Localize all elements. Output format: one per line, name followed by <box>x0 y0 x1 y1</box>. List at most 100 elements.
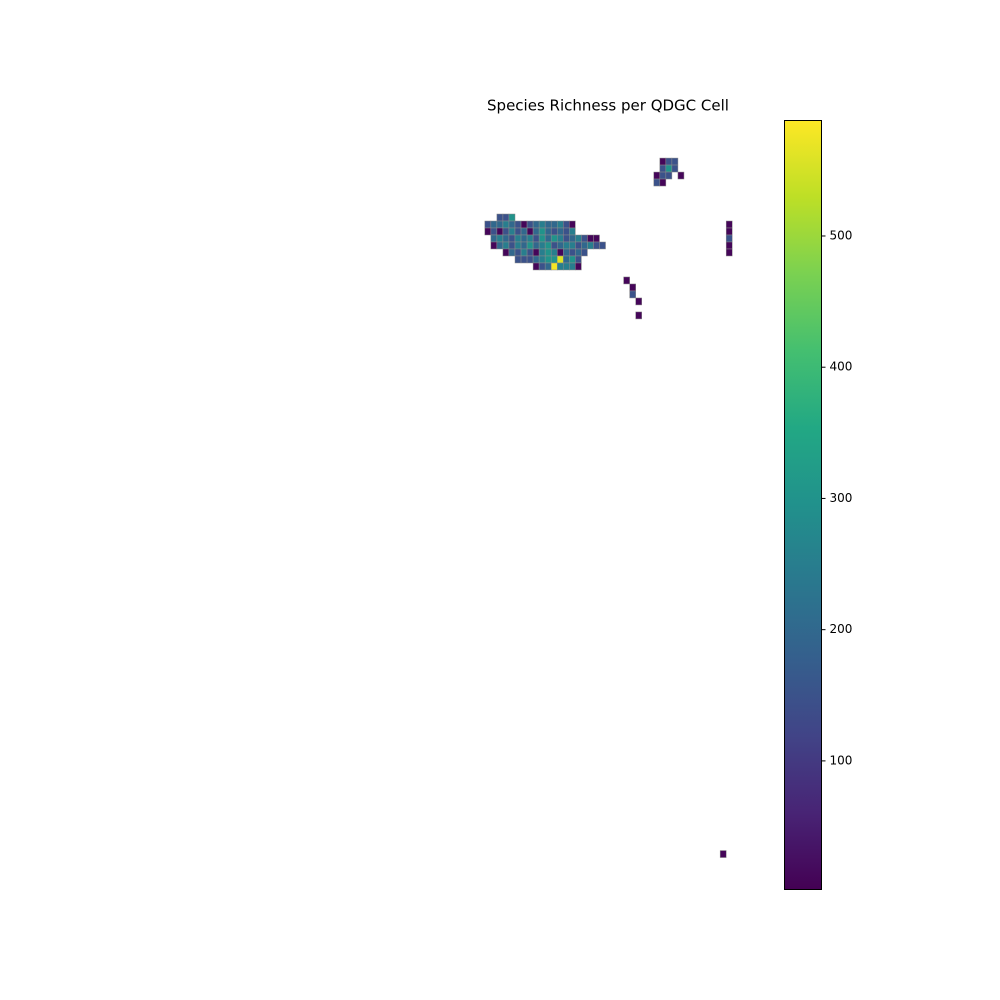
grid-cell <box>556 234 564 243</box>
grid-cell <box>484 227 492 236</box>
grid-cell <box>514 220 522 229</box>
colorbar <box>784 120 822 890</box>
grid-cell <box>496 227 504 236</box>
grid-cell <box>514 248 522 257</box>
grid-cell <box>593 241 600 250</box>
grid-cell <box>569 262 576 271</box>
grid-cell <box>659 164 667 173</box>
grid-cell <box>526 234 534 243</box>
grid-cell <box>550 248 558 257</box>
grid-cell <box>496 220 504 229</box>
grid-cell <box>569 220 576 229</box>
grid-cell <box>490 234 498 243</box>
grid-cell <box>532 227 540 236</box>
grid-cell <box>550 241 558 250</box>
grid-cell <box>575 262 582 271</box>
grid-cell <box>556 255 564 264</box>
colorbar-tick-label: 400 <box>830 360 853 374</box>
grid-cell <box>575 234 582 243</box>
grid-cell <box>532 248 540 257</box>
grid-cell <box>563 220 570 229</box>
grid-cell <box>581 234 588 243</box>
grid-cell <box>659 171 667 180</box>
grid-cell <box>659 157 667 166</box>
grid-cell <box>526 255 534 264</box>
grid-cell <box>550 234 558 243</box>
grid-cell <box>556 262 564 271</box>
grid-cell <box>623 276 630 285</box>
grid-cell <box>550 227 558 236</box>
grid-cell <box>665 157 673 166</box>
grid-cell <box>520 220 528 229</box>
grid-cell <box>581 241 588 250</box>
grid-cell <box>520 241 528 250</box>
grid-cell <box>677 171 685 180</box>
grid-cell <box>544 262 552 271</box>
map <box>484 157 733 858</box>
grid-cell <box>593 234 600 243</box>
grid-cell <box>490 227 498 236</box>
grid-cell <box>575 255 582 264</box>
colorbar-tick-label: 200 <box>830 622 853 636</box>
grid-cell <box>508 234 516 243</box>
grid-cell <box>563 241 570 250</box>
grid-cell <box>544 255 552 264</box>
grid-cell <box>514 255 522 264</box>
grid-cell <box>496 241 504 250</box>
grid-cell <box>490 241 498 250</box>
grid-cell <box>725 234 733 243</box>
grid-cell <box>550 220 558 229</box>
grid-cell <box>563 234 570 243</box>
grid-cell <box>725 248 733 257</box>
grid-cell <box>556 248 564 257</box>
colorbar-tick-label: 500 <box>830 228 853 242</box>
grid-cell <box>556 220 564 229</box>
grid-cell <box>629 290 636 299</box>
grid-cell <box>544 220 552 229</box>
grid-cell <box>538 227 546 236</box>
grid-cell <box>538 234 546 243</box>
grid-cell <box>563 248 570 257</box>
grid-cell <box>508 248 516 257</box>
grid-cell <box>725 227 733 236</box>
grid-cell <box>502 220 510 229</box>
grid-cell <box>653 178 661 187</box>
grid-cell <box>526 241 534 250</box>
grid-cell <box>532 255 540 264</box>
grid-cell <box>569 241 576 250</box>
grid-cell <box>538 248 546 257</box>
grid-cell <box>665 171 673 180</box>
chart-title: Species Richness per QDGC Cell <box>487 97 729 115</box>
grid-cell <box>514 234 522 243</box>
grid-cell <box>550 255 558 264</box>
grid-cell <box>599 241 606 250</box>
grid-cell <box>490 220 498 229</box>
grid-cell <box>671 157 679 166</box>
grid-cell <box>508 241 516 250</box>
grid-cell <box>556 241 564 250</box>
grid-cell <box>550 262 558 271</box>
grid-cell <box>502 213 510 222</box>
grid-cell <box>538 262 546 271</box>
grid-cell <box>569 227 576 236</box>
grid-cell <box>635 311 642 320</box>
grid-cell <box>496 213 504 222</box>
grid-cell <box>725 241 733 250</box>
grid-cell <box>526 227 534 236</box>
grid-cell <box>671 164 679 173</box>
grid-cell <box>508 220 516 229</box>
grid-cell <box>544 241 552 250</box>
grid-cell <box>502 234 510 243</box>
grid-cell <box>538 255 546 264</box>
colorbar-tick-label: 300 <box>830 491 853 505</box>
grid-cell <box>532 262 540 271</box>
grid-cell <box>520 248 528 257</box>
grid-cell <box>532 234 540 243</box>
grid-cell <box>629 283 636 292</box>
grid-cell <box>544 234 552 243</box>
grid-cell <box>538 220 546 229</box>
grid-cell <box>563 227 570 236</box>
grid-cell <box>532 220 540 229</box>
grid-cell <box>502 248 510 257</box>
